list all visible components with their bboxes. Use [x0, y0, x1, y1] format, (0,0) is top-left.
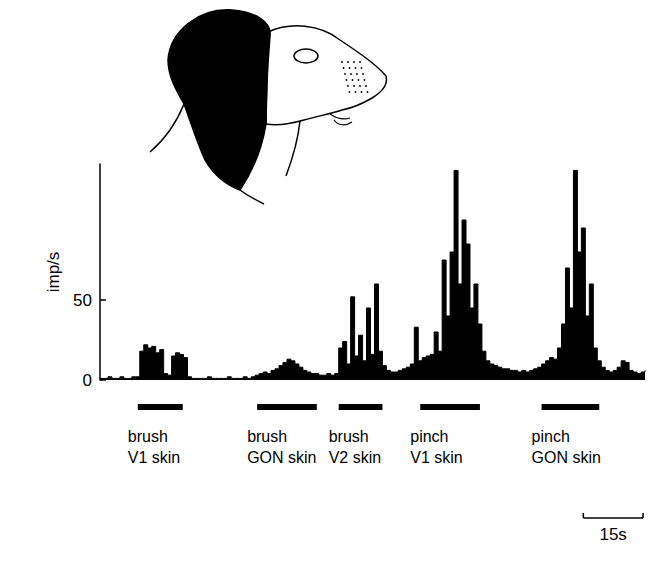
svg-text:V1 skin: V1 skin [410, 449, 462, 466]
svg-text:brush: brush [128, 428, 168, 445]
svg-text:0: 0 [83, 371, 92, 390]
svg-text:15s: 15s [599, 525, 626, 544]
svg-text:pinch: pinch [410, 428, 448, 445]
svg-text:brush: brush [247, 428, 287, 445]
svg-text:imp/s: imp/s [44, 252, 63, 293]
svg-text:pinch: pinch [532, 428, 570, 445]
svg-text:brush: brush [329, 428, 369, 445]
svg-text:GON skin: GON skin [247, 449, 316, 466]
svg-text:GON skin: GON skin [532, 449, 601, 466]
svg-text:V1 skin: V1 skin [128, 449, 180, 466]
svg-text:V2 skin: V2 skin [329, 449, 381, 466]
svg-text:50: 50 [73, 291, 92, 310]
